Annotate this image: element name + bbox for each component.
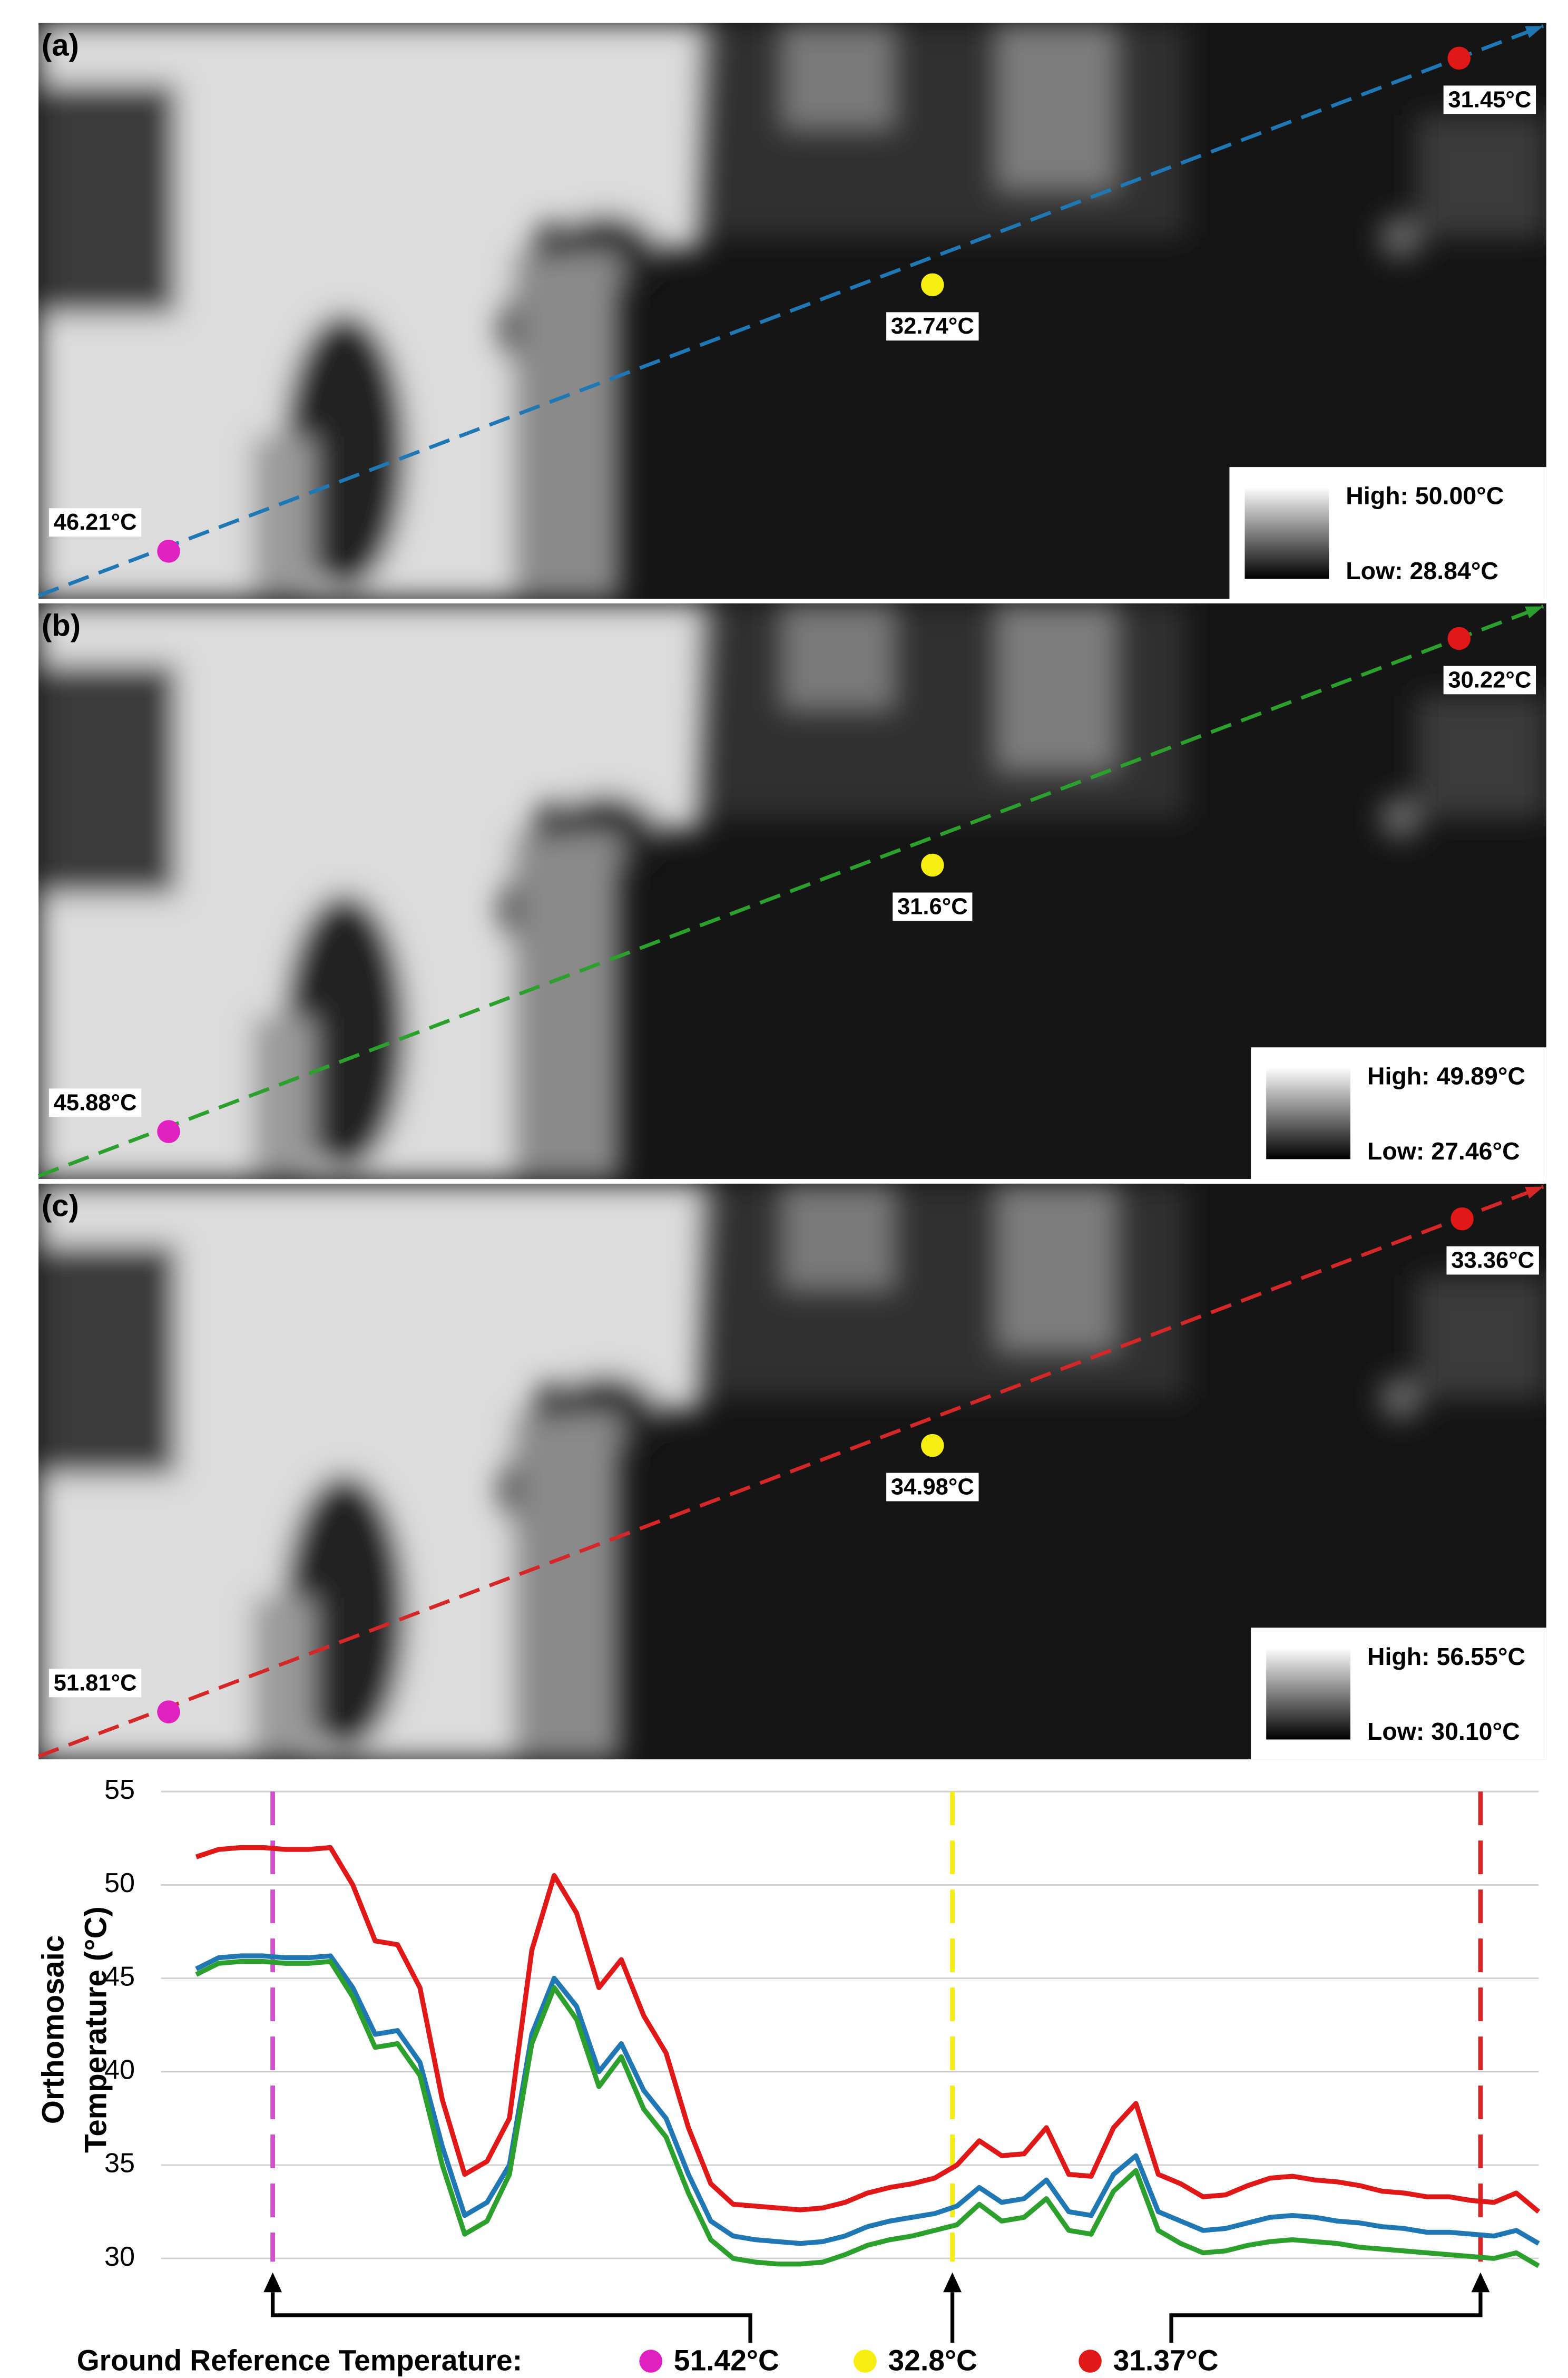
- arrow-head: [1525, 606, 1544, 619]
- temp-label: 34.98°C: [891, 1475, 974, 1500]
- label-box: [886, 312, 979, 341]
- label-box: [48, 1669, 142, 1698]
- y-tick-label: 55: [104, 1775, 135, 1805]
- sample-point: [157, 540, 180, 563]
- temp-label: 32.74°C: [891, 314, 974, 339]
- arrow-head: [943, 2272, 962, 2293]
- ground-reference-dot: [854, 2350, 877, 2373]
- colorbar-high: High: 49.89°C: [1367, 1063, 1525, 1090]
- y-axis-label: Orthomosaic: [36, 1935, 70, 2124]
- colorbar-high: High: 56.55°C: [1367, 1643, 1525, 1670]
- ground-reference-value: 31.37°C: [1113, 2344, 1219, 2377]
- ground-reference-dot: [1079, 2350, 1102, 2373]
- ground-reference-label: Ground Reference Temperature:: [77, 2344, 522, 2377]
- temp-label: 31.45°C: [1448, 87, 1531, 112]
- profile-line: [37, 605, 1544, 1178]
- ground-reference-dot: [639, 2350, 663, 2373]
- sample-point: [1447, 46, 1471, 70]
- ground-reference: Ground Reference Temperature: 51.42°C 32.8…: [77, 2344, 1219, 2377]
- colorbar: [1266, 1648, 1350, 1740]
- temp-label: 51.81°C: [54, 1670, 137, 1695]
- ground-reference-value: 32.8°C: [888, 2344, 977, 2377]
- sample-point: [1451, 1207, 1474, 1231]
- profile-line: [37, 1185, 1544, 1758]
- profile-line: [37, 24, 1544, 598]
- y-tick-label: 45: [104, 1961, 135, 1992]
- colorbar: [1266, 1067, 1350, 1159]
- series-line: [195, 1953, 1540, 2246]
- label-box: [886, 1473, 979, 1502]
- profile-chart: 30 35 40 45 50 55 Orthomosaic Temperature (°C): [36, 1775, 1541, 2343]
- label-box: [1443, 85, 1536, 114]
- thermal-panels: (a) 46.21°C 32.74°C 31.45°C High: 50.00°C Low…: [37, 23, 1546, 1760]
- temp-label: 33.36°C: [1451, 1248, 1534, 1273]
- temp-label: 31.6°C: [897, 894, 968, 919]
- panel-label: (b): [42, 609, 81, 643]
- sample-point: [921, 1434, 944, 1457]
- label-box: [48, 508, 142, 537]
- series-line: [195, 1845, 1541, 2214]
- colorbar-low: Low: 30.10°C: [1367, 1718, 1520, 1745]
- y-tick-label: 35: [104, 2148, 135, 2179]
- panel-label: (a): [42, 28, 79, 62]
- sample-point: [157, 1700, 180, 1723]
- label-box: [893, 892, 973, 921]
- panel-label: (c): [42, 1189, 79, 1223]
- bracket: [1169, 2292, 1483, 2343]
- colorbar-low: Low: 27.46°C: [1367, 1137, 1520, 1165]
- label-box: [1443, 666, 1536, 695]
- temp-label: 45.88°C: [54, 1090, 137, 1115]
- sample-point: [1447, 627, 1471, 650]
- temp-label: 30.22°C: [1448, 667, 1531, 693]
- colorbar: [1244, 486, 1329, 579]
- series-line: [195, 1959, 1540, 2268]
- y-tick-label: 40: [104, 2055, 135, 2085]
- sample-point: [921, 273, 944, 297]
- y-axis-label: Temperature (°C): [79, 1906, 113, 2153]
- sample-point: [157, 1120, 180, 1143]
- y-tick-label: 50: [104, 1868, 135, 1898]
- arrow-head: [1471, 2272, 1490, 2293]
- label-box: [48, 1088, 142, 1117]
- colorbar-high: High: 50.00°C: [1346, 482, 1504, 510]
- arrow-head: [1525, 26, 1544, 38]
- arrow-head: [263, 2272, 282, 2293]
- label-box: [1446, 1246, 1539, 1275]
- ground-reference-value: 51.42°C: [674, 2344, 779, 2377]
- colorbar-low: Low: 28.84°C: [1346, 557, 1498, 584]
- sample-point: [921, 853, 944, 877]
- y-tick-label: 30: [104, 2241, 135, 2272]
- arrow-head: [1525, 1186, 1544, 1199]
- temp-label: 46.21°C: [54, 510, 137, 535]
- bracket: [270, 2292, 752, 2343]
